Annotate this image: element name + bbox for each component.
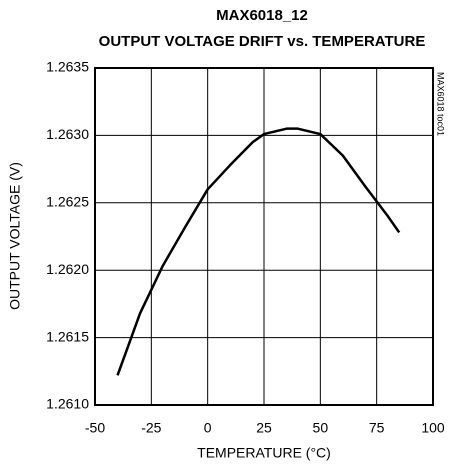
y-axis-label: OUTPUT VOLTAGE (V) <box>7 162 23 310</box>
x-tick-label: 50 <box>313 420 329 436</box>
plot-frame <box>94 67 434 406</box>
y-tick-label: 1.2620 <box>46 261 89 277</box>
annotation: MAX6018 toc01 <box>436 72 446 136</box>
data-line <box>116 127 401 376</box>
chart-subtitle: OUTPUT VOLTAGE DRIFT vs. TEMPERATURE <box>99 33 426 50</box>
y-tick-label: 1.2635 <box>46 59 89 75</box>
x-tick-label: 75 <box>369 420 385 436</box>
x-tick-label: -25 <box>141 420 161 436</box>
y-tick-label: 1.2630 <box>46 126 89 142</box>
x-axis-label: TEMPERATURE (°C) <box>197 445 331 461</box>
y-tick-label: 1.2610 <box>46 396 89 412</box>
chart-title: MAX6018_12 <box>216 7 308 24</box>
x-tick-label: -50 <box>85 420 105 436</box>
x-tick-label: 0 <box>204 420 212 436</box>
y-tick-label: 1.2615 <box>46 328 89 344</box>
y-tick-label: 1.2625 <box>46 194 89 210</box>
x-tick-label: 100 <box>421 420 445 436</box>
x-tick-label: 25 <box>256 420 272 436</box>
